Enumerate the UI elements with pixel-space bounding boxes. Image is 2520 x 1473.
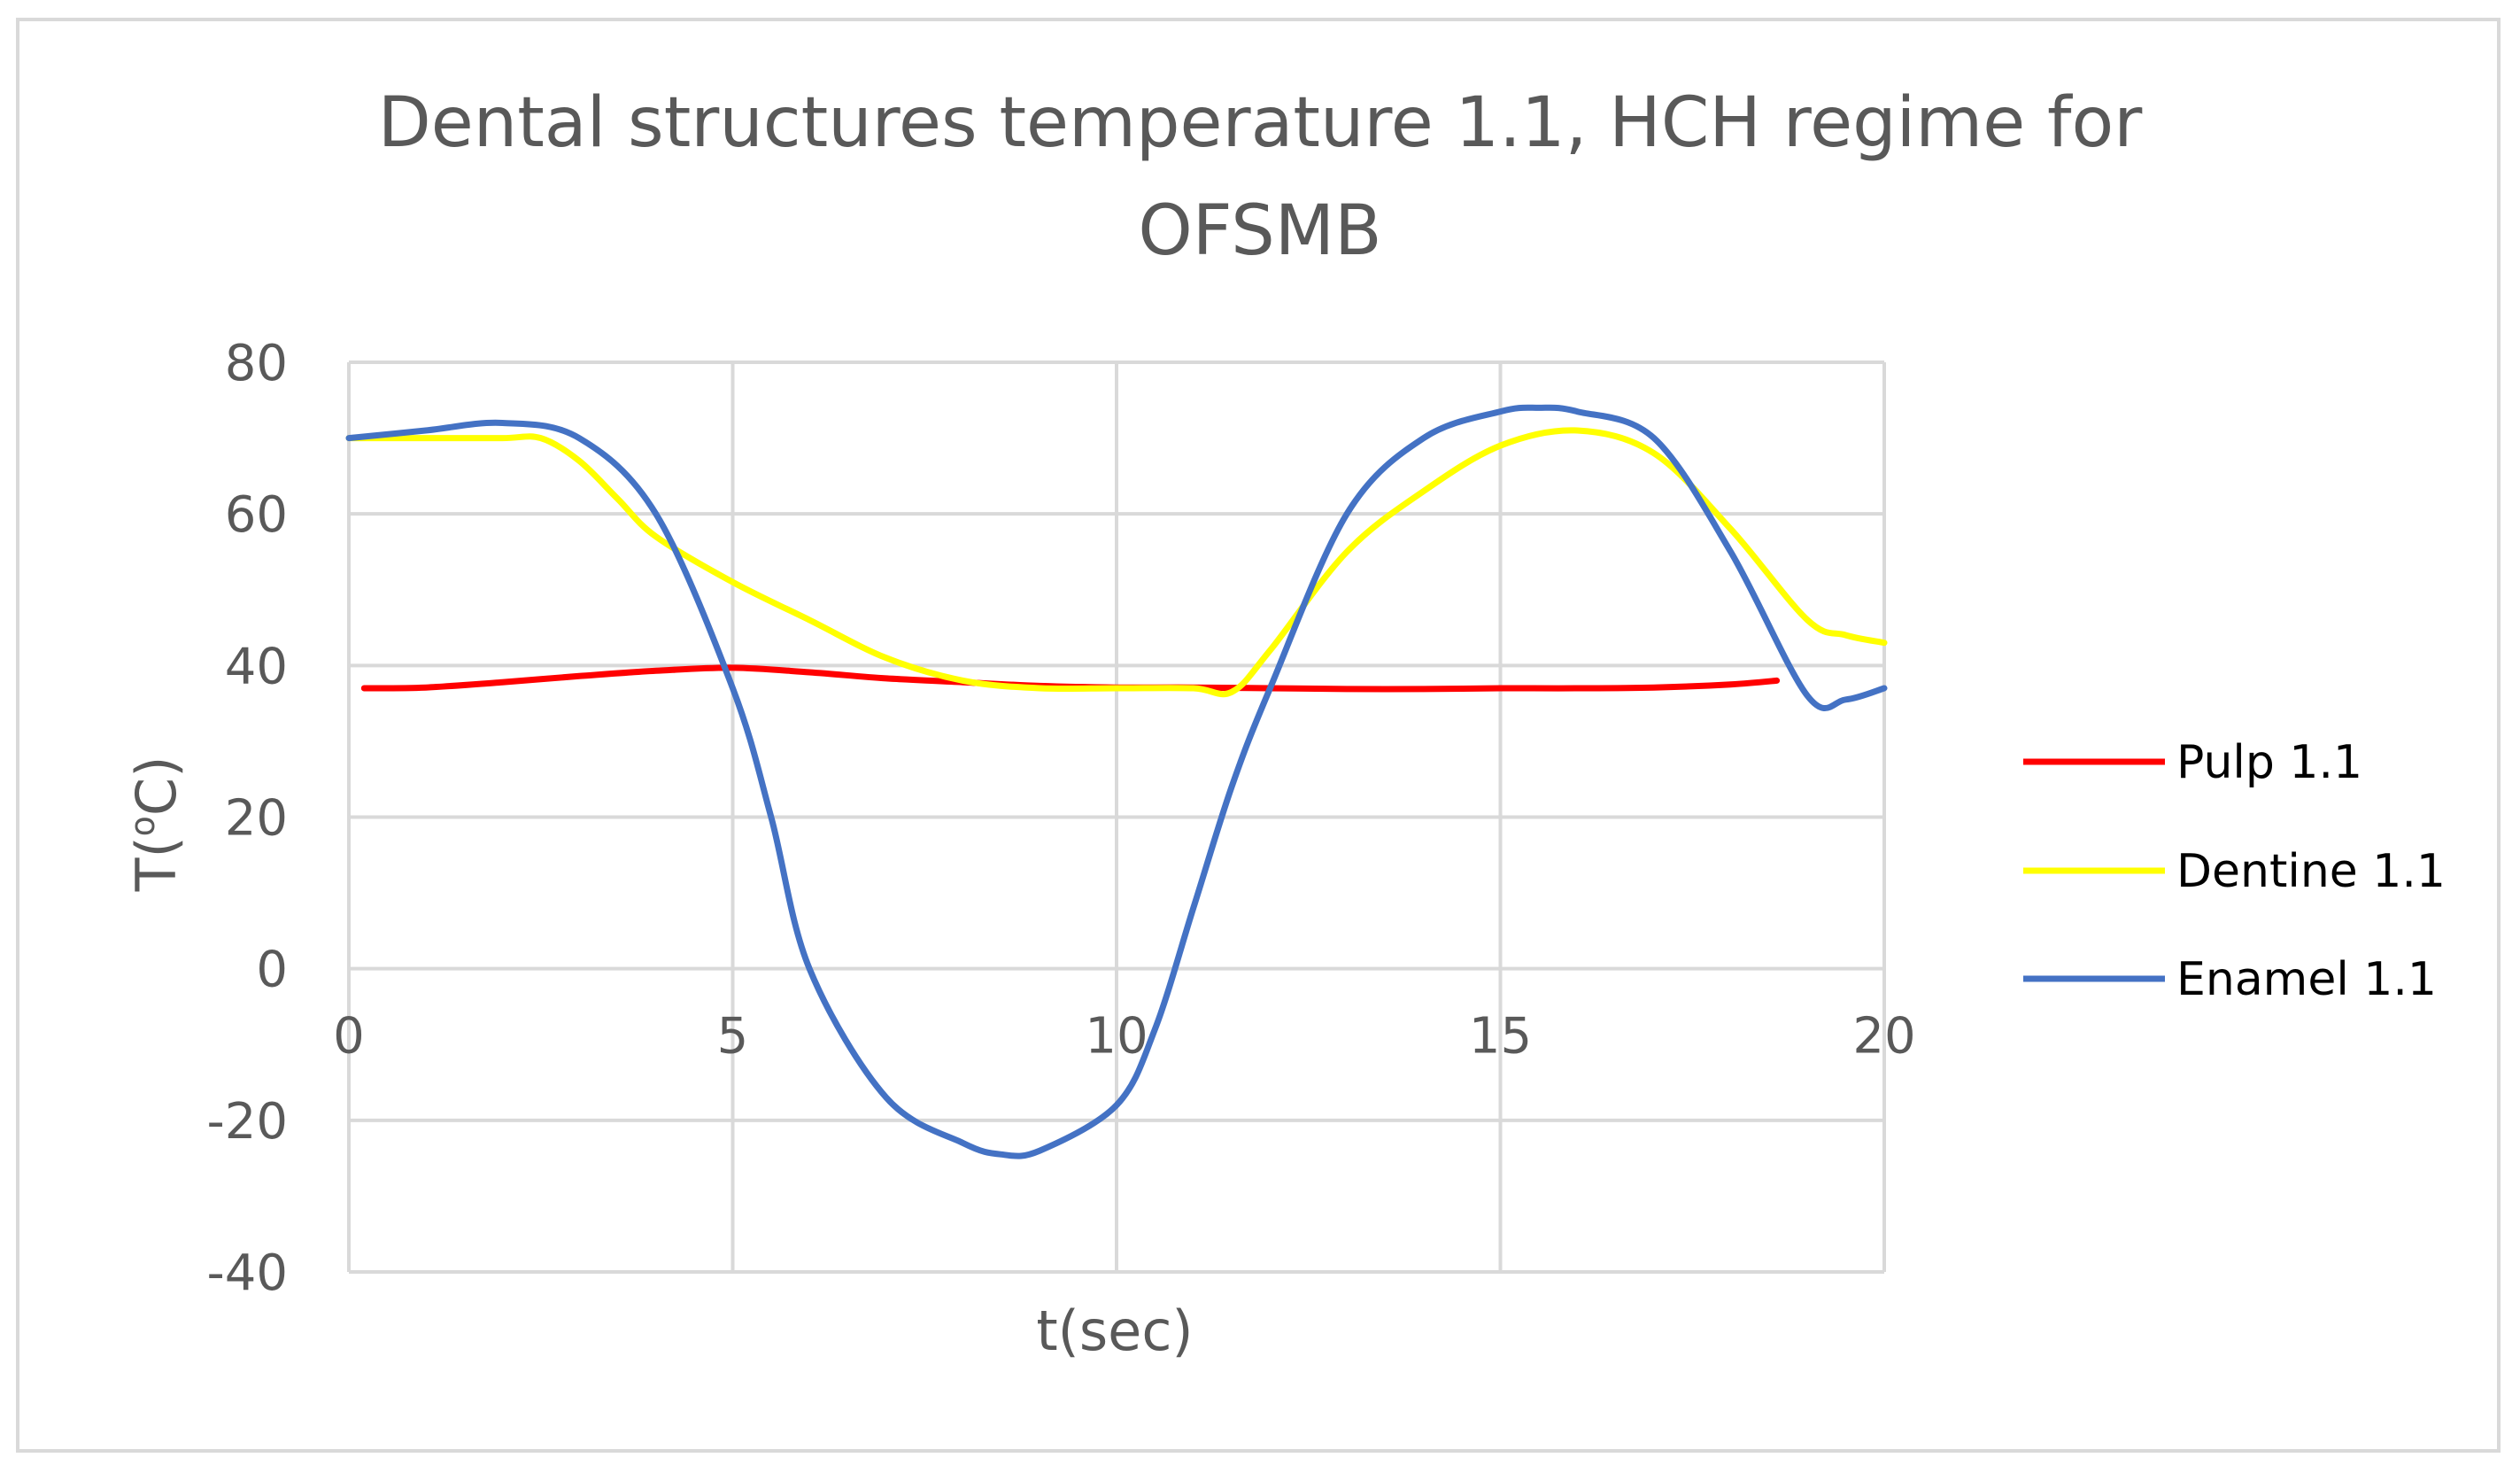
y-tick-label: 0 (256, 942, 288, 999)
legend-label-enamel: Enamel 1.1 (2176, 953, 2437, 1006)
series-lines (345, 404, 1888, 1159)
x-tick-label: 20 (1852, 1008, 1915, 1066)
legend: Pulp 1.1 Dentine 1.1 Enamel 1.1 (2023, 736, 2446, 1006)
y-tick-label: 40 (225, 638, 288, 695)
y-axis-title-main: T( (124, 836, 189, 892)
legend-label-dentine: Dentine 1.1 (2176, 845, 2446, 898)
y-axis-title-end: C) (124, 756, 189, 816)
y-tick-label: -20 (207, 1093, 288, 1151)
y-axis-title-sup: o (123, 816, 162, 836)
axis-lines (349, 966, 1884, 1274)
chart-title-line2: OFSMB (1138, 191, 1381, 271)
x-tick-label: 10 (1085, 1008, 1148, 1066)
series-dentine-line (345, 427, 1888, 698)
y-tick-labels: -40 -20 0 20 40 60 80 (207, 335, 288, 1302)
y-tick-label: 60 (225, 486, 288, 544)
x-tick-label: 5 (717, 1008, 749, 1066)
series-enamel-line (345, 404, 1888, 1159)
chart-title-line1: Dental structures temperature 1.1, HCH r… (378, 83, 2143, 163)
x-axis-title: t(sec) (1036, 1299, 1193, 1363)
y-tick-label: 20 (225, 790, 288, 848)
x-tick-labels: 0 5 10 15 20 (333, 1008, 1915, 1066)
x-tick-label: 15 (1469, 1008, 1532, 1066)
chart-frame (16, 18, 2501, 1453)
grid-lines (347, 360, 1886, 1272)
x-tick-label: 0 (333, 1008, 365, 1066)
y-tick-label: -40 (207, 1244, 288, 1302)
legend-label-pulp: Pulp 1.1 (2176, 736, 2362, 789)
y-axis-title: T(oC) (123, 756, 189, 893)
y-tick-label: 80 (225, 335, 288, 392)
